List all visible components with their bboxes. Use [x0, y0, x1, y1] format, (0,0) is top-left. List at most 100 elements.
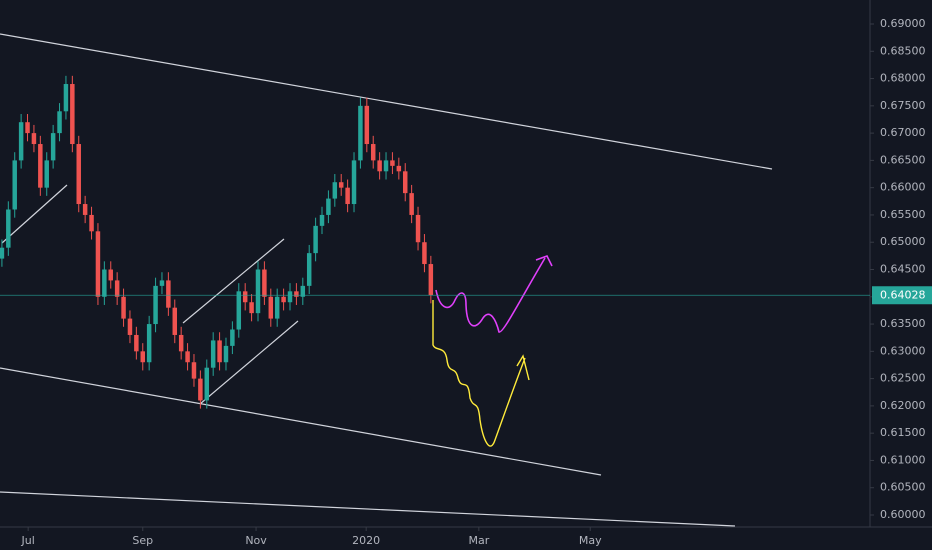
candle-body	[217, 340, 222, 363]
candle-body	[383, 160, 389, 172]
candle-body	[326, 198, 331, 215]
y-tick-label: 0.61000	[880, 453, 926, 466]
candle-body	[287, 291, 293, 303]
drawings	[0, 33, 773, 527]
candle-body	[223, 345, 229, 363]
y-tick-label: 0.69000	[880, 17, 926, 30]
trend-line	[199, 320, 299, 405]
candle-body	[281, 296, 286, 303]
candle-body	[159, 280, 165, 286]
candle-body	[31, 133, 37, 145]
y-tick-label: 0.60500	[880, 481, 926, 494]
x-tick-label: Jul	[21, 534, 35, 547]
candle-body	[146, 324, 152, 363]
candle-body	[274, 296, 280, 319]
trend-line	[0, 33, 773, 170]
candle-body	[332, 182, 338, 199]
y-tick-label: 0.63500	[880, 317, 926, 330]
y-tick-label: 0.68000	[880, 72, 926, 85]
candle-body	[358, 105, 363, 161]
y-tick-label: 0.60000	[880, 508, 926, 521]
candle-body	[300, 285, 306, 297]
candle-body	[12, 160, 17, 210]
y-tick-label: 0.64500	[880, 263, 926, 276]
projection-path	[432, 300, 530, 447]
last-price-badge	[872, 286, 932, 305]
candle-body	[63, 84, 69, 112]
candle-body	[268, 296, 274, 319]
candle-body	[396, 165, 402, 172]
candle-body	[409, 193, 414, 215]
candle-body	[114, 280, 120, 297]
candle-body	[338, 182, 344, 188]
candle-body	[127, 318, 133, 335]
y-tick-label: 0.67000	[880, 126, 926, 139]
candle-body	[191, 362, 197, 379]
candle-body	[25, 122, 30, 134]
candle-body	[236, 291, 242, 330]
candle-body	[108, 269, 113, 281]
x-tick-label: 2020	[352, 534, 380, 547]
candle-body	[50, 133, 56, 161]
y-tick-label: 0.65500	[880, 208, 926, 221]
candle-body	[255, 269, 261, 314]
candle-body	[390, 160, 395, 166]
candle-body	[415, 214, 421, 243]
candle-body	[428, 264, 434, 296]
candle-body	[198, 378, 203, 401]
y-tick-label: 0.62500	[880, 372, 926, 385]
y-tick-label: 0.62000	[880, 399, 926, 412]
candle-body	[6, 209, 11, 248]
trend-line	[0, 367, 602, 476]
candle-body	[185, 351, 190, 363]
candle-body	[377, 160, 382, 172]
candle-body	[82, 204, 88, 215]
y-tick-label: 0.65000	[880, 235, 926, 248]
candle-body	[18, 122, 24, 161]
candle-body	[153, 285, 158, 325]
candle-body	[0, 247, 5, 259]
last-price-label: 0.64028	[880, 288, 926, 301]
candle-body	[44, 160, 49, 188]
candle-body	[364, 105, 370, 145]
candle-body	[242, 291, 248, 303]
candle-body	[172, 307, 178, 335]
candle-body	[294, 291, 299, 297]
candle-body	[70, 84, 75, 145]
candle-body	[57, 111, 62, 134]
candle-body	[210, 340, 216, 368]
candle-body	[38, 144, 43, 188]
candle-body	[262, 269, 267, 297]
candle-body	[345, 187, 350, 205]
y-tick-label: 0.66500	[880, 153, 926, 166]
candle-body	[76, 144, 81, 205]
candle-body	[178, 334, 184, 352]
x-tick-label: Nov	[245, 534, 267, 547]
candle-body	[319, 214, 325, 226]
candle-body	[306, 253, 312, 286]
y-tick-label: 0.68500	[880, 44, 926, 57]
y-tick-label: 0.66000	[880, 181, 926, 194]
candle-body	[422, 242, 427, 265]
y-tick-label: 0.63000	[880, 344, 926, 357]
y-tick-label: 0.67500	[880, 99, 926, 112]
x-tick-label: Mar	[468, 534, 489, 547]
x-tick-label: Sep	[132, 534, 153, 547]
candle-body	[351, 160, 357, 205]
candle-body	[230, 329, 235, 346]
x-tick-label: May	[579, 534, 602, 547]
candle-body	[121, 296, 126, 319]
candle-body	[370, 144, 376, 161]
candle-body	[204, 367, 210, 401]
candle-body	[166, 280, 171, 308]
candle-body	[102, 269, 107, 297]
candle-body	[313, 225, 318, 254]
candle-body	[134, 334, 139, 352]
y-tick-label: 0.61500	[880, 426, 926, 439]
trend-line	[0, 491, 736, 527]
trend-line	[182, 238, 285, 324]
candle-body	[95, 231, 101, 297]
projection-path	[435, 255, 553, 333]
